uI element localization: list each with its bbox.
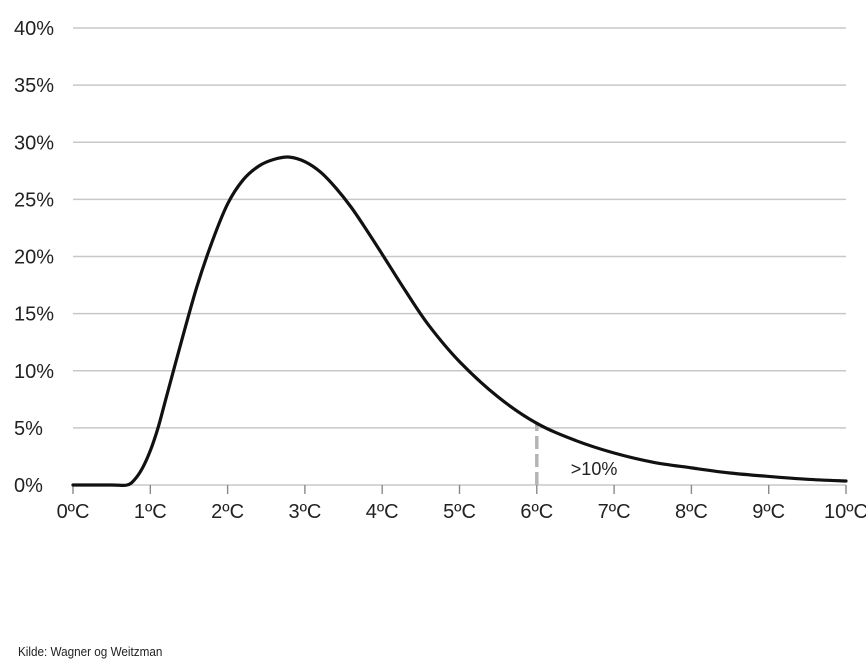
y-tick-label: 35% (14, 75, 54, 97)
x-tick-label: 2ºC (211, 501, 244, 523)
y-tick-label: 25% (14, 189, 54, 211)
x-tick-label: 3ºC (288, 501, 321, 523)
y-tick-label: 0% (14, 475, 43, 497)
x-axis (72, 484, 847, 494)
x-tick-label: 6ºC (520, 501, 553, 523)
y-tick-label: 40% (14, 18, 54, 40)
x-tick-label: 5ºC (443, 501, 476, 523)
y-tick-labels: 0% 5% 10% 15% 20% 25% 30% 35% 40% (14, 18, 54, 497)
x-tick-label: 8ºC (675, 501, 708, 523)
y-tick-label: 30% (14, 132, 54, 154)
y-tick-label: 20% (14, 247, 54, 269)
x-tick-label: 9ºC (752, 501, 785, 523)
x-tick-label: 1ºC (134, 501, 167, 523)
x-tick-label: 0ºC (57, 501, 90, 523)
source-note: Kilde: Wagner og Weitzman (18, 644, 163, 659)
y-tick-label: 10% (14, 361, 54, 383)
y-tick-label: 15% (14, 304, 54, 326)
x-tick-labels: 0ºC 1ºC 2ºC 3ºC 4ºC 5ºC 6ºC 7ºC 8ºC 9ºC 10ºC (57, 501, 866, 523)
x-tick-label: 4ºC (366, 501, 399, 523)
y-tick-label: 5% (14, 418, 43, 440)
series-group (71, 155, 848, 488)
x-tick-label: 7ºC (598, 501, 631, 523)
threshold-annotation: >10% (571, 459, 618, 479)
x-tick-label: 10ºC (824, 501, 866, 523)
gridlines (73, 27, 846, 429)
probability-curve (71, 155, 848, 488)
